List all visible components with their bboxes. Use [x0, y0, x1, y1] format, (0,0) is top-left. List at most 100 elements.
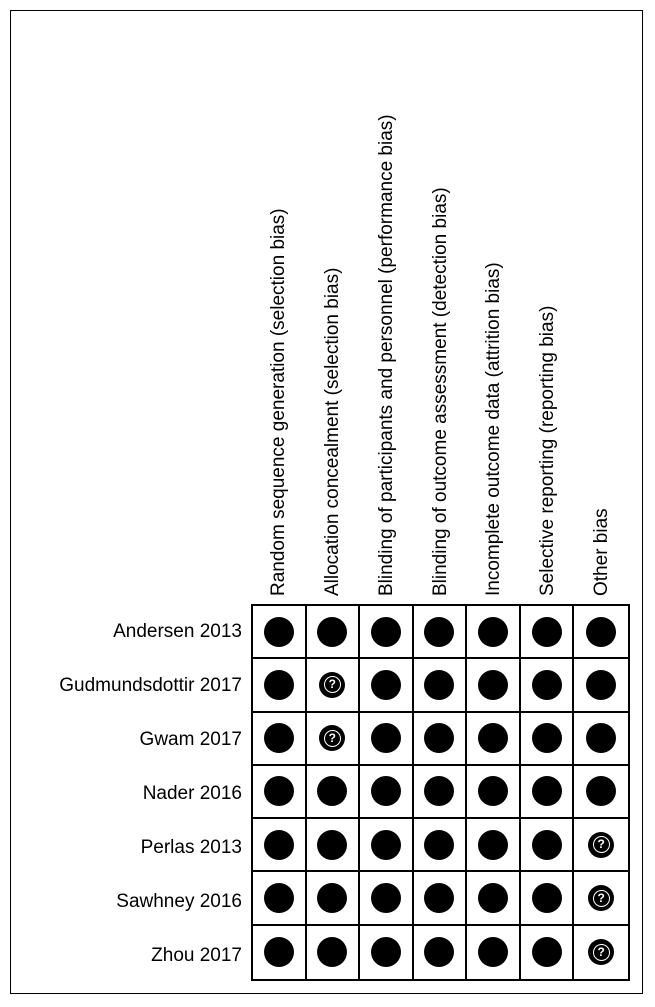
rating-cell [467, 712, 521, 766]
filled-circle-icon [531, 723, 562, 754]
filled-circle-icon [370, 883, 401, 914]
question-mark-icon: ? [319, 725, 346, 752]
rating-cell: ? [574, 819, 628, 873]
rating-cell: ? [306, 712, 361, 766]
filled-circle-icon [586, 669, 617, 700]
rating-cell [467, 606, 521, 660]
rating-cell [574, 606, 628, 660]
rating-cell [253, 765, 307, 820]
question-mark-glyph: ? [323, 729, 341, 747]
rating-cell [360, 819, 414, 873]
domain-header-label: Blinding of outcome assessment (detectio… [430, 187, 451, 596]
filled-circle-icon [478, 883, 509, 914]
filled-circle-icon [263, 937, 294, 968]
rating-cell [360, 925, 414, 979]
filled-circle-icon [586, 723, 617, 754]
filled-circle-icon [424, 829, 455, 860]
rating-cell [413, 872, 468, 926]
rating-cell [520, 712, 575, 766]
question-mark-glyph: ? [592, 943, 610, 961]
domain-header-label: Allocation concealment (selection bias) [322, 267, 343, 596]
filled-circle-icon [531, 883, 562, 914]
rating-cell [413, 712, 468, 766]
filled-circle-icon [317, 829, 348, 860]
filled-circle-icon [424, 883, 455, 914]
filled-circle-icon [370, 829, 401, 860]
filled-circle-icon [317, 616, 348, 647]
domain-header-label: Other bias [591, 508, 612, 596]
rating-cell [574, 766, 628, 820]
rating-cell [253, 712, 307, 766]
rating-cell [360, 659, 414, 713]
filled-circle-icon [263, 723, 294, 754]
rating-cell [574, 713, 628, 766]
rating-cell [413, 606, 468, 660]
study-label: Perlas 2013 [140, 837, 242, 858]
filled-circle-icon [531, 669, 562, 700]
filled-circle-icon [263, 669, 294, 700]
rating-cell [306, 819, 361, 873]
filled-circle-icon [263, 829, 294, 860]
study-label: Zhou 2017 [151, 945, 242, 966]
rating-cell [253, 872, 307, 926]
question-mark-icon: ? [588, 939, 615, 966]
risk-of-bias-grid: ????? [251, 604, 630, 981]
rating-cell [360, 712, 414, 766]
filled-circle-icon [370, 776, 401, 807]
filled-circle-icon [478, 669, 509, 700]
filled-circle-icon [531, 937, 562, 968]
filled-circle-icon [317, 883, 348, 914]
rating-cell [574, 659, 628, 713]
rating-cell: ? [574, 926, 628, 979]
study-label: Sawhney 2016 [116, 891, 242, 912]
rating-cell [520, 872, 575, 926]
rating-cell [306, 606, 361, 660]
rating-cell [253, 659, 307, 713]
rating-cell [467, 925, 521, 979]
rating-cell [521, 925, 575, 979]
filled-circle-icon [586, 776, 617, 807]
rating-cell [253, 606, 307, 660]
rating-cell [467, 765, 521, 820]
question-mark-icon: ? [319, 671, 346, 698]
study-label: Andersen 2013 [113, 621, 242, 642]
filled-circle-icon [478, 829, 509, 860]
domain-header-label: Random sequence generation (selection bi… [268, 208, 289, 596]
filled-circle-icon [424, 723, 455, 754]
filled-circle-icon [424, 937, 455, 968]
domain-header-label: Selective reporting (reporting bias) [537, 305, 558, 596]
filled-circle-icon [478, 776, 509, 807]
filled-circle-icon [531, 616, 562, 647]
rating-cell: ? [574, 872, 628, 926]
study-label: Gudmundsdottir 2017 [59, 675, 242, 696]
question-mark-glyph: ? [592, 836, 610, 854]
rating-cell [520, 819, 575, 873]
rating-cell [307, 925, 361, 979]
rating-cell [414, 925, 468, 979]
rating-cell [360, 606, 414, 660]
rating-cell [253, 925, 307, 979]
rating-cell [253, 819, 307, 873]
filled-circle-icon [424, 669, 455, 700]
rating-cell [306, 765, 361, 820]
rating-cell [360, 872, 414, 926]
question-mark-glyph: ? [323, 676, 341, 694]
study-label: Gwam 2017 [139, 729, 242, 750]
domain-header-label: Incomplete outcome data (attrition bias) [483, 262, 504, 596]
rating-cell [360, 765, 414, 820]
filled-circle-icon [263, 616, 294, 647]
filled-circle-icon [478, 723, 509, 754]
filled-circle-icon [263, 776, 294, 807]
rating-cell [520, 606, 575, 660]
study-label: Nader 2016 [142, 783, 242, 804]
filled-circle-icon [478, 937, 509, 968]
filled-circle-icon [531, 776, 562, 807]
rating-cell [413, 819, 468, 873]
rating-cell [467, 872, 521, 926]
filled-circle-icon [370, 937, 401, 968]
filled-circle-icon [370, 723, 401, 754]
filled-circle-icon [424, 616, 455, 647]
question-mark-glyph: ? [592, 889, 610, 907]
rating-cell [467, 659, 521, 713]
rating-cell [413, 659, 468, 713]
